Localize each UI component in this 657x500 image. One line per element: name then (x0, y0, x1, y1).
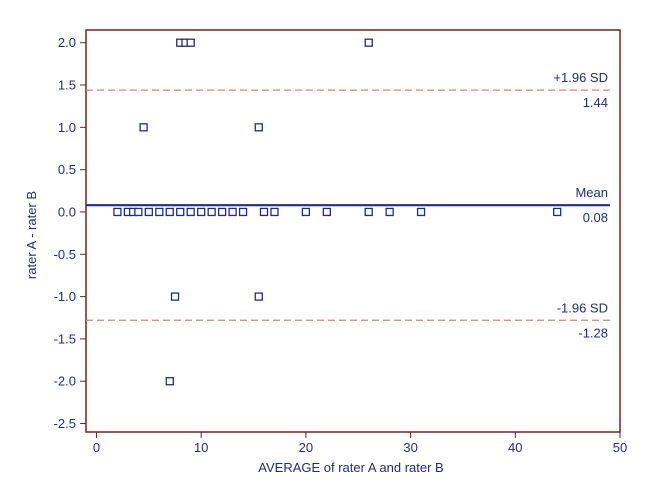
data-point (364, 38, 373, 47)
data-point (259, 207, 269, 217)
data-point (155, 207, 164, 217)
reference-line-value: 0.08 (583, 210, 608, 225)
data-point (553, 207, 562, 217)
data-point (416, 207, 426, 217)
data-point (113, 207, 122, 217)
reference-line-label: -1.96 SD (557, 300, 608, 315)
plot-frame (85, 29, 621, 433)
y-tick-label: -1.5 (54, 331, 76, 346)
reference-line-value: 1.44 (583, 95, 608, 110)
x-tick-label: 50 (613, 440, 627, 455)
data-point (207, 207, 216, 217)
y-tick-label: 0.5 (58, 162, 76, 177)
data-point (165, 207, 174, 217)
y-axis-title: rater A - rater B (24, 191, 39, 279)
data-point (301, 207, 311, 217)
data-point (186, 38, 195, 47)
x-tick-label: 30 (403, 440, 417, 455)
data-point (228, 207, 237, 217)
data-point (139, 123, 148, 132)
x-axis-title: AVERAGE of rater A and rater B (258, 460, 443, 475)
x-tick-label: 40 (508, 440, 522, 455)
y-tick-label: 1.5 (58, 78, 76, 93)
x-tick-label: 0 (93, 440, 100, 455)
y-tick-label: -1.0 (54, 289, 76, 304)
y-tick-label: 2.0 (58, 35, 76, 50)
data-point (254, 292, 263, 301)
y-tick-label: -2.0 (54, 374, 76, 389)
data-point (165, 377, 174, 386)
x-tick-label: 10 (194, 440, 208, 455)
data-point (134, 207, 143, 217)
data-point (144, 207, 153, 217)
data-point (364, 207, 373, 217)
x-tick-label: 20 (299, 440, 313, 455)
reference-line-label: Mean (575, 185, 608, 200)
reference-line-value: -1.28 (578, 325, 608, 340)
data-point (186, 207, 195, 217)
data-point (176, 207, 185, 217)
y-tick-label: -0.5 (54, 247, 76, 262)
data-point (270, 207, 279, 217)
y-tick-label: -2.5 (54, 416, 76, 431)
data-point (322, 207, 331, 217)
data-point (238, 207, 248, 217)
data-point (385, 207, 394, 217)
data-point (254, 123, 263, 132)
data-point (197, 207, 206, 217)
y-tick-label: 0.0 (58, 204, 76, 219)
y-tick-label: 1.0 (58, 120, 76, 135)
reference-line-label: +1.96 SD (553, 70, 608, 85)
data-point (170, 292, 180, 301)
data-point (217, 207, 227, 217)
